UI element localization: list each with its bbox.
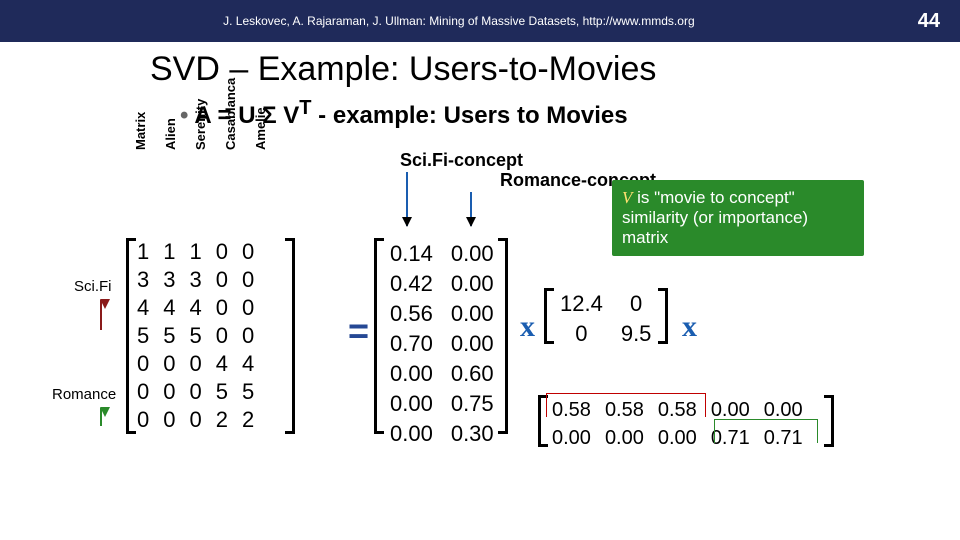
matrix-a: 11100 33300 44400 55500 00044 00055 0002…	[130, 238, 261, 434]
col-amelie: Amelie	[253, 107, 268, 150]
col-matrix: Matrix	[133, 112, 148, 150]
v-romance-box	[714, 419, 818, 443]
scifi-label: Sci.Fi	[74, 278, 112, 295]
slide-number: 44	[918, 10, 940, 33]
slide-title: SVD – Example: Users-to-Movies	[0, 42, 960, 93]
v-scifi-box	[546, 393, 706, 417]
matrix-a-table: 11100 33300 44400 55500 00044 00055 0002…	[130, 238, 261, 434]
scifi-concept-arrow-icon	[406, 172, 408, 226]
matrix-sigma-table: 12.40 09.5	[550, 288, 661, 350]
matrix-v: 0.580.580.580.000.00 0.000.000.000.710.7…	[544, 395, 811, 453]
romance-label: Romance	[52, 386, 116, 403]
col-serenity: Serenity	[193, 99, 208, 150]
times-1: x	[520, 310, 535, 344]
col-casablanca: Casablanca	[223, 78, 238, 150]
content-area: Matrix Alien Serenity Casablanca Amelie …	[0, 140, 960, 540]
v-explanation-box: V is "movie to concept" similarity (or i…	[612, 180, 864, 256]
matrix-u: 0.140.00 0.420.00 0.560.00 0.700.00 0.00…	[380, 238, 504, 450]
romance-concept-arrow-icon	[470, 192, 472, 226]
slide-header: J. Leskovec, A. Rajaraman, J. Ullman: Mi…	[0, 0, 960, 42]
equals-sign: =	[348, 310, 369, 352]
matrix-u-table: 0.140.00 0.420.00 0.560.00 0.700.00 0.00…	[380, 238, 504, 450]
citation: J. Leskovec, A. Rajaraman, J. Ullman: Mi…	[20, 14, 898, 28]
scifi-concept-label: Sci.Fi-concept	[400, 150, 523, 171]
bullet-dot: •	[180, 102, 188, 129]
times-2: x	[682, 310, 697, 344]
col-alien: Alien	[163, 118, 178, 150]
matrix-sigma: 12.40 09.5	[550, 288, 661, 350]
v-italic: V	[622, 188, 632, 207]
